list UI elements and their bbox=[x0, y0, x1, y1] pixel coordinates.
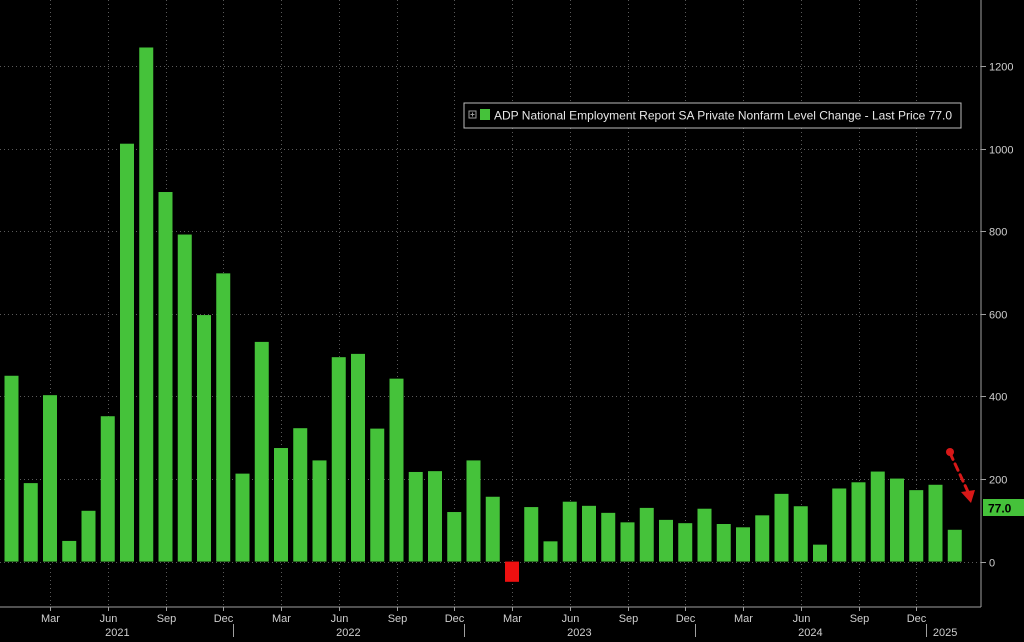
x-year-label: 2023 bbox=[567, 627, 591, 637]
legend-box bbox=[463, 102, 962, 129]
x-month-label: Jun bbox=[331, 613, 349, 625]
trend-arrow bbox=[948, 451, 971, 496]
bar[interactable] bbox=[235, 473, 250, 562]
trend-arrow-start-dot bbox=[946, 448, 954, 456]
bar[interactable] bbox=[639, 507, 654, 562]
bar[interactable] bbox=[81, 510, 96, 562]
bar[interactable] bbox=[928, 484, 943, 562]
bar[interactable] bbox=[505, 561, 519, 582]
trend-arrow-head bbox=[961, 490, 975, 503]
bar[interactable] bbox=[601, 512, 616, 562]
axis-layer bbox=[0, 0, 982, 608]
last-price-badge bbox=[983, 499, 1024, 516]
bar[interactable] bbox=[659, 519, 673, 562]
y-tick-label: 800 bbox=[989, 227, 1007, 239]
bar[interactable] bbox=[43, 395, 57, 562]
x-month-label: Jun bbox=[793, 613, 811, 625]
y-tick-label: 1000 bbox=[989, 145, 1013, 157]
bars-layer bbox=[4, 47, 962, 582]
bar[interactable] bbox=[370, 428, 385, 562]
bar[interactable] bbox=[4, 375, 19, 562]
bar[interactable] bbox=[774, 493, 789, 562]
x-year-label: 2024 bbox=[798, 627, 822, 637]
bar[interactable] bbox=[813, 544, 827, 562]
last-price-badge-label: 77.0 bbox=[988, 502, 1012, 516]
legend-swatch bbox=[480, 109, 490, 120]
y-tick-labels: 1200 1000 800 600 400 200 0 bbox=[981, 62, 1013, 570]
x-month-label: Dec bbox=[676, 613, 696, 625]
bar[interactable] bbox=[447, 512, 462, 562]
bar[interactable] bbox=[543, 541, 558, 562]
bar[interactable] bbox=[62, 540, 77, 562]
x-year-label: 2021 bbox=[105, 627, 129, 637]
bar[interactable] bbox=[158, 192, 173, 562]
bar[interactable] bbox=[466, 460, 481, 562]
x-month-label: Dec bbox=[907, 613, 927, 625]
bar[interactable] bbox=[485, 496, 500, 562]
bar[interactable] bbox=[890, 478, 904, 562]
x-month-label: Sep bbox=[850, 613, 870, 625]
legend-expand-icon[interactable] bbox=[468, 110, 477, 119]
x-month-label: Sep bbox=[388, 613, 408, 625]
bar[interactable] bbox=[716, 524, 731, 562]
bar[interactable] bbox=[274, 448, 288, 562]
bar[interactable] bbox=[851, 482, 866, 562]
y-tick-label: 200 bbox=[989, 475, 1007, 487]
bar[interactable] bbox=[909, 490, 924, 562]
bar[interactable] bbox=[100, 416, 115, 562]
bar[interactable] bbox=[524, 507, 539, 562]
bar[interactable] bbox=[620, 522, 635, 562]
x-month-label: Jun bbox=[100, 613, 118, 625]
bar[interactable] bbox=[312, 460, 327, 562]
y-tick-label: 0 bbox=[989, 558, 995, 570]
bar[interactable] bbox=[870, 471, 885, 562]
x-month-label: Mar bbox=[41, 613, 60, 625]
last-price-indicator: 77.0 bbox=[946, 448, 1024, 516]
x-month-label: Dec bbox=[445, 613, 465, 625]
bar[interactable] bbox=[389, 378, 404, 562]
bar[interactable] bbox=[351, 353, 365, 562]
x-month-label: Jun bbox=[562, 613, 580, 625]
x-year-label: 2025 bbox=[933, 627, 957, 637]
bar[interactable] bbox=[755, 515, 770, 562]
bar[interactable] bbox=[23, 483, 38, 562]
bar[interactable] bbox=[408, 471, 423, 562]
x-month-label: Dec bbox=[214, 613, 234, 625]
x-month-label: Mar bbox=[503, 613, 522, 625]
x-month-label: Sep bbox=[157, 613, 177, 625]
bar[interactable] bbox=[331, 357, 346, 562]
legend-label: ADP National Employment Report SA Privat… bbox=[494, 109, 952, 123]
bar[interactable] bbox=[254, 341, 269, 562]
x-month-label: Sep bbox=[619, 613, 639, 625]
bar[interactable] bbox=[177, 234, 192, 562]
y-tick-label: 1200 bbox=[989, 62, 1013, 74]
x-year-label: 2022 bbox=[336, 627, 360, 637]
bar[interactable] bbox=[139, 47, 154, 562]
bar[interactable] bbox=[428, 471, 442, 562]
bar[interactable] bbox=[120, 143, 134, 562]
bar[interactable] bbox=[582, 505, 596, 562]
y-tick-label: 400 bbox=[989, 392, 1007, 404]
bar[interactable] bbox=[562, 501, 577, 562]
bar[interactable] bbox=[197, 315, 211, 562]
chart-legend: ADP National Employment Report SA Privat… bbox=[463, 102, 962, 129]
bar[interactable] bbox=[697, 508, 712, 562]
bar[interactable] bbox=[678, 523, 693, 562]
x-tick-labels: Mar Jun Sep Dec Mar Jun Sep Dec Mar Jun Sep Dec Mar J… bbox=[41, 607, 957, 639]
bar[interactable] bbox=[216, 273, 231, 562]
bar[interactable] bbox=[832, 488, 847, 562]
x-month-label: Mar bbox=[272, 613, 291, 625]
bar[interactable] bbox=[293, 428, 308, 562]
bar[interactable] bbox=[947, 529, 962, 562]
bar[interactable] bbox=[736, 527, 750, 562]
bar[interactable] bbox=[793, 506, 808, 562]
y-tick-label: 600 bbox=[989, 310, 1007, 322]
x-month-label: Mar bbox=[734, 613, 753, 625]
